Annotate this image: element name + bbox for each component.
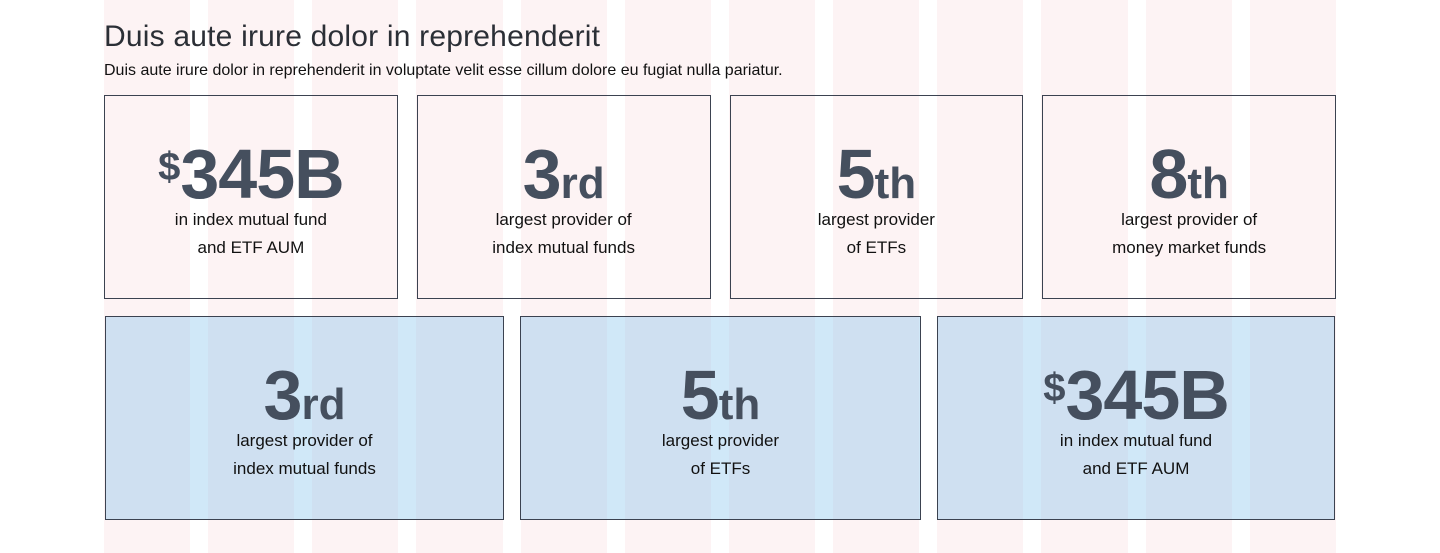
stat-suffix: rd [560,159,605,208]
stat-caption: largest provider of index mutual funds [106,427,503,483]
stat-caption: largest provider of index mutual funds [418,206,710,262]
stat-suffix: th [874,159,917,208]
stat-caption-line: largest provider [661,431,780,450]
stat-card-index-mutual-funds: 3rd largest provider of index mutual fun… [416,95,711,299]
section-title: Duis aute irure dolor in reprehenderit [104,20,601,53]
stat-caption-line: largest provider [817,210,935,229]
stat-card-aum: $345B in index mutual fund and ETF AUM [937,316,1335,520]
stat-suffix: th [718,380,761,429]
stat-figure: $345B [105,128,397,213]
stat-prefix: $ [1043,366,1066,410]
stat-caption-line: money market funds [1112,238,1267,257]
stat-value: 5 [680,356,720,434]
section-description: Duis aute irure dolor in reprehenderit i… [104,62,783,79]
stat-figure: 3rd [418,128,710,213]
stat-caption-line: of ETFs [846,238,907,257]
stat-caption: largest provider of money market funds [1043,206,1335,262]
stat-caption-line: in index mutual fund [1059,431,1213,450]
stat-card-etfs: 5th largest provider of ETFs [729,95,1024,299]
stat-figure: 3rd [106,349,503,434]
stat-value: 8 [1149,135,1188,213]
stat-caption-line: largest provider of [495,210,632,229]
stat-card-aum: $345B in index mutual fund and ETF AUM [104,95,398,299]
stat-caption: in index mutual fund and ETF AUM [105,206,397,262]
stat-caption-line: and ETF AUM [197,238,305,257]
stat-card-money-market-funds: 8th largest provider of money market fun… [1042,95,1336,299]
stat-suffix: th [1187,159,1229,208]
stat-value: 345B [180,135,344,213]
stat-caption-line: largest provider of [236,431,373,450]
stat-caption: largest provider of ETFs [731,206,1023,262]
stat-card-etfs: 5th largest provider of ETFs [520,316,921,520]
stat-figure: 5th [731,128,1023,213]
stat-figure: 8th [1043,128,1335,213]
stat-caption-line: of ETFs [690,459,751,478]
stat-prefix: $ [158,145,181,189]
stat-value: 345B [1065,356,1229,434]
stat-caption-line: largest provider of [1121,210,1258,229]
stat-value: 3 [522,135,562,213]
stat-suffix: rd [301,380,346,429]
stats-row-highlighted: 3rd largest provider of index mutual fun… [105,316,1336,520]
stat-caption-line: index mutual funds [233,459,376,478]
stat-caption-line: in index mutual fund [174,210,327,229]
stat-figure: 5th [521,349,920,434]
stat-card-index-mutual-funds: 3rd largest provider of index mutual fun… [105,316,504,520]
stat-caption: largest provider of ETFs [521,427,920,483]
stats-row-primary: $345B in index mutual fund and ETF AUM 3… [104,95,1336,299]
stat-figure: $345B [938,349,1334,434]
stat-value: 3 [263,356,303,434]
stat-caption-line: index mutual funds [492,238,635,257]
stat-value: 5 [836,135,876,213]
stat-caption-line: and ETF AUM [1082,459,1190,478]
stat-caption: in index mutual fund and ETF AUM [938,427,1334,483]
